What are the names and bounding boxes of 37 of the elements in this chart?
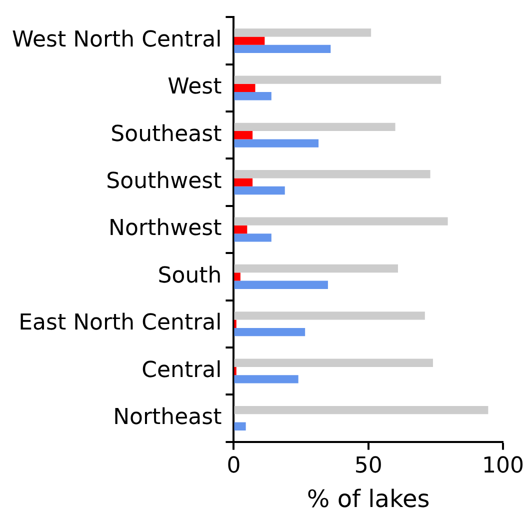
y-tick-label: Central — [142, 358, 222, 383]
x-tick-label: 100 — [482, 454, 524, 479]
bar — [234, 217, 448, 226]
bar — [234, 406, 488, 414]
y-tick-label: West — [168, 74, 222, 100]
x-tick-label: 50 — [354, 454, 382, 479]
bar — [234, 280, 328, 289]
bar — [234, 36, 265, 45]
bar — [234, 84, 256, 92]
bar — [234, 234, 272, 242]
x-axis-title: % of lakes — [306, 484, 430, 513]
bar — [234, 328, 306, 336]
y-tick-label: Southeast — [110, 122, 222, 147]
bar — [234, 76, 442, 84]
bar — [234, 264, 398, 273]
y-tick-label: West North Central — [12, 28, 222, 53]
bar — [234, 122, 396, 132]
y-tick-label: Northeast — [113, 404, 222, 430]
y-tick-label: East North Central — [18, 310, 222, 336]
y-tick-label: South — [158, 263, 222, 288]
bar — [234, 178, 253, 186]
bar — [234, 92, 272, 100]
bar — [234, 44, 331, 54]
y-tick-label: Southwest — [106, 169, 222, 194]
bar — [234, 312, 425, 320]
bar — [234, 28, 372, 37]
x-tick-label: 0 — [226, 454, 241, 479]
bar — [234, 375, 298, 384]
bar — [234, 186, 285, 195]
bar — [234, 170, 430, 178]
bar — [234, 422, 246, 430]
bar — [234, 272, 240, 281]
bar — [234, 131, 253, 140]
bar — [234, 358, 433, 367]
bar — [234, 139, 319, 148]
bar — [234, 225, 248, 234]
y-tick-label: Northwest — [108, 216, 222, 242]
